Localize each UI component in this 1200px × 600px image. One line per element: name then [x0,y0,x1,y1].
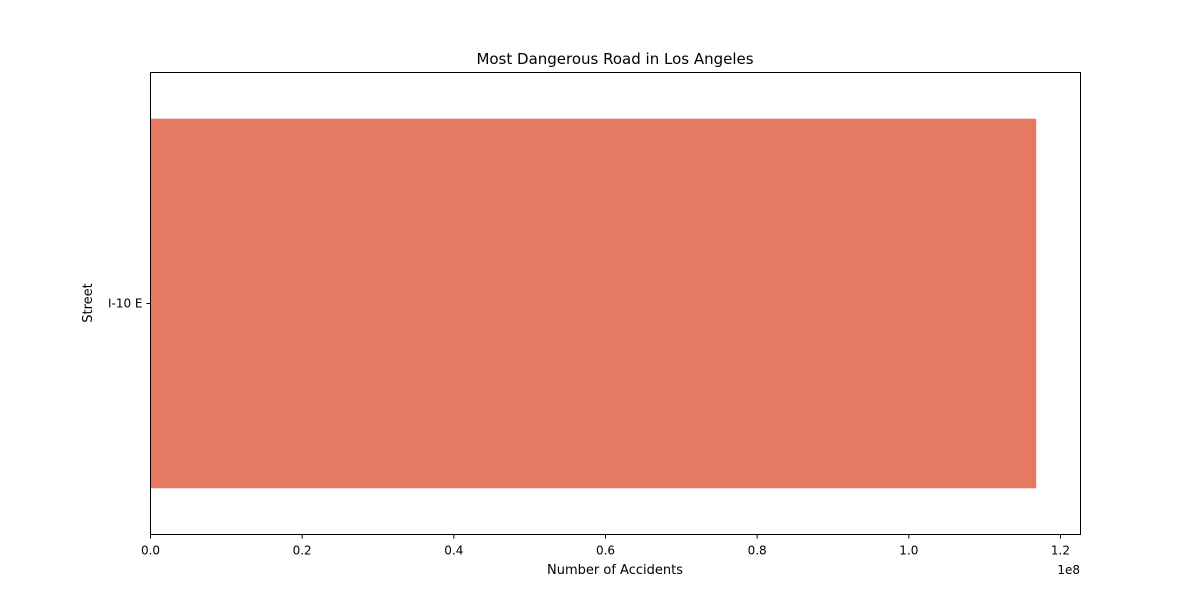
x-tick-label: 1.2 [1051,544,1070,558]
x-tick-label: 0.2 [293,544,312,558]
x-tick-label: 0.6 [596,544,615,558]
y-axis-label: Street [81,283,96,323]
x-tick-label: 0.8 [748,544,767,558]
x-axis-label: Number of Accidents [547,563,683,578]
bars-group [150,118,1037,489]
bar [150,118,1037,489]
x-axis-offset-label: 1e8 [1057,563,1080,577]
y-tick-label: I-10 E [108,297,143,311]
x-tick-label: 0.0 [141,544,160,558]
chart-title: Most Dangerous Road in Los Angeles [476,50,753,68]
x-tick-label: 0.4 [444,544,463,558]
x-tick-label: 1.0 [899,544,918,558]
y-axis-ticks: I-10 E [108,297,151,311]
x-axis-ticks: 0.0 0.2 0.4 0.6 0.8 1.0 1.2 [141,534,1070,558]
